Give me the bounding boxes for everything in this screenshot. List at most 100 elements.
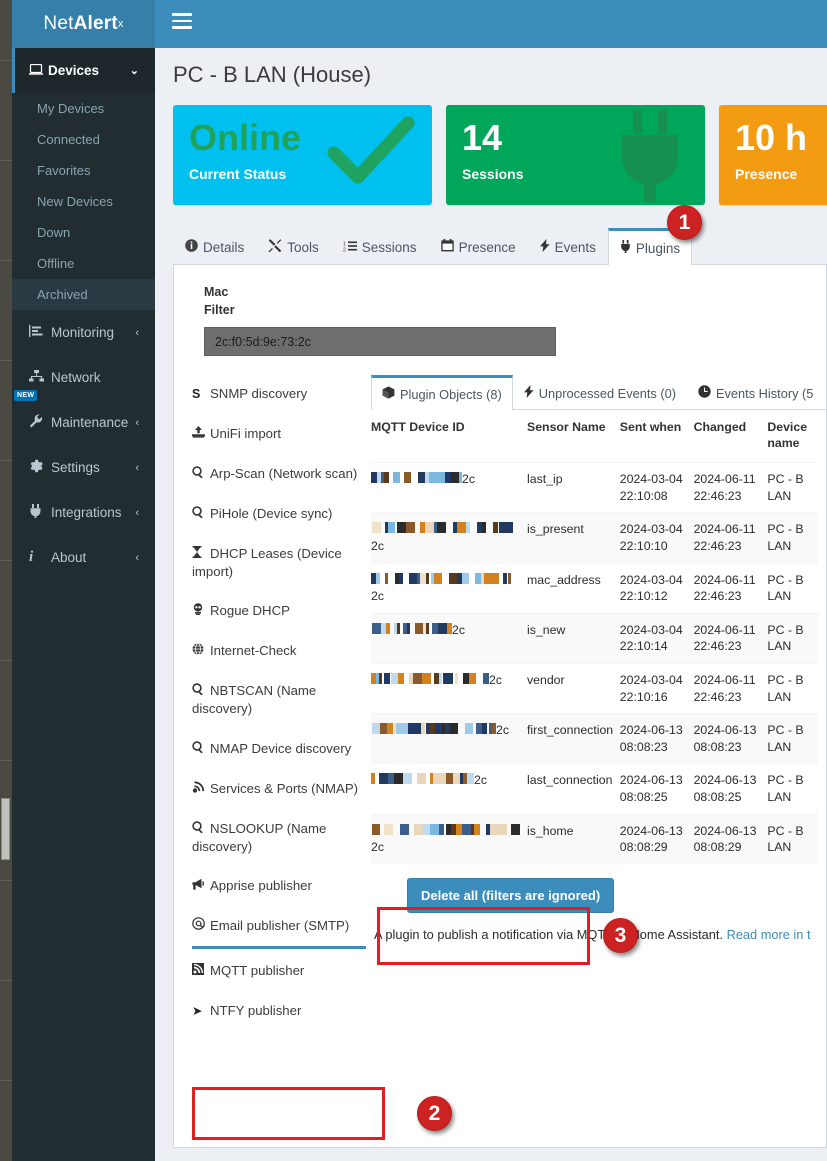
plugin-list: S SNMP discovery UniFi import Arp-Scan (N… bbox=[174, 374, 366, 1031]
sidebar-item-archived[interactable]: Archived bbox=[12, 279, 155, 310]
card-sessions[interactable]: 14 Sessions bbox=[446, 105, 705, 205]
sidebar-item-devices[interactable]: Devices ⌄ bbox=[12, 48, 155, 93]
cell-changed: 2024-06-11 22:46:23 bbox=[693, 562, 768, 614]
app-logo[interactable]: Net Alert x bbox=[12, 0, 155, 48]
plugin-objects-area: Plugin Objects (8) Unprocessed Events (0… bbox=[366, 374, 826, 1031]
redacted-device-id bbox=[371, 723, 496, 735]
device-id-suffix: 2c bbox=[474, 773, 487, 788]
chevron-left-icon: ‹ bbox=[135, 461, 139, 474]
card-presence[interactable]: 10 h Presence bbox=[719, 105, 827, 205]
arrow-icon: ➤ bbox=[192, 1003, 203, 1018]
chevron-down-icon: ⌄ bbox=[129, 65, 139, 77]
plugin-item-ntfy-publisher[interactable]: ➤ NTFY publisher bbox=[192, 991, 366, 1031]
tab-tools[interactable]: Tools bbox=[256, 228, 331, 265]
sidebar-item-settings[interactable]: Settings ‹ bbox=[12, 445, 155, 490]
scrollbar-thumb[interactable] bbox=[1, 798, 10, 860]
sidebar-item-offline[interactable]: Offline bbox=[12, 248, 155, 279]
plugin-item-nbtscan[interactable]: NBTSCAN (Name discovery) bbox=[192, 671, 366, 729]
plugin-item-email-publisher[interactable]: Email publisher (SMTP) bbox=[192, 906, 366, 946]
plugin-item-arp-scan[interactable]: Arp-Scan (Network scan) bbox=[192, 454, 366, 494]
sidebar-item-about[interactable]: i About ‹ bbox=[12, 535, 155, 580]
sidebar-item-devices-label: Devices bbox=[48, 63, 100, 78]
tab-plugin-objects[interactable]: Plugin Objects (8) bbox=[371, 375, 513, 411]
plugin-item-dhcp-leases[interactable]: DHCP Leases (Device import) bbox=[192, 534, 366, 592]
wrench-icon bbox=[29, 414, 51, 431]
sidebar-item-new-devices[interactable]: New Devices bbox=[12, 186, 155, 217]
tab-events[interactable]: Events bbox=[528, 228, 608, 265]
plugin-item-nmap-device-discovery[interactable]: NMAP Device discovery bbox=[192, 729, 366, 769]
cell-device-name: PC - B LAN bbox=[767, 713, 818, 764]
redacted-device-id bbox=[371, 773, 474, 785]
cell-sensor-name: mac_address bbox=[527, 562, 620, 614]
plugin-item-label: PiHole (Device sync) bbox=[210, 505, 333, 521]
chevron-left-icon: ‹ bbox=[135, 506, 139, 519]
mac-filter-label-line1: Mac bbox=[204, 285, 229, 299]
bolt-icon bbox=[523, 385, 534, 401]
table-row[interactable]: 2c mac_address 2024-03-04 22:10:12 2024-06-… bbox=[371, 562, 818, 614]
plugin-item-label: MQTT publisher bbox=[210, 963, 305, 979]
cell-sensor-name: is_present bbox=[527, 512, 620, 564]
table-row[interactable]: 2c is_present 2024-03-04 22:10:10 2024-06-1… bbox=[371, 512, 818, 564]
cell-changed: 2024-06-11 22:46:23 bbox=[693, 612, 768, 664]
cell-sent-when: 2024-06-13 08:08:25 bbox=[619, 763, 694, 815]
plugin-item-snmp-discovery[interactable]: S SNMP discovery bbox=[192, 374, 366, 414]
mac-filter-input[interactable]: 2c:f0:5d:9e:73:2c bbox=[204, 327, 556, 357]
sidebar-subitem-label: My Devices bbox=[37, 101, 105, 116]
tab-details[interactable]: Details bbox=[173, 228, 256, 265]
tab-presence[interactable]: Presence bbox=[429, 228, 528, 265]
tab-unprocessed-events[interactable]: Unprocessed Events (0) bbox=[513, 375, 687, 410]
table-row[interactable]: 2c is_home 2024-06-13 08:08:29 2024-06-13 0… bbox=[371, 813, 818, 864]
hamburger-icon[interactable] bbox=[172, 13, 194, 35]
plugin-item-label: Services & Ports (NMAP) bbox=[210, 780, 359, 796]
table-row[interactable]: 2c is_new 2024-03-04 22:10:14 2024-06-11 22… bbox=[371, 612, 818, 664]
browser-scrollbar[interactable] bbox=[0, 0, 12, 1161]
sidebar-item-monitoring[interactable]: Monitoring ‹ bbox=[12, 310, 155, 355]
redacted-device-id bbox=[371, 672, 489, 684]
svg-text:1: 1 bbox=[343, 241, 346, 247]
cell-device-name: PC - B LAN bbox=[767, 813, 818, 864]
read-more-link[interactable]: Read more in t bbox=[726, 926, 811, 942]
plugin-item-nslookup[interactable]: NSLOOKUP (Name discovery) bbox=[192, 809, 366, 867]
column-header-device-name[interactable]: Device name bbox=[767, 420, 808, 451]
sidebar-item-my-devices[interactable]: My Devices bbox=[12, 93, 155, 124]
sidebar-item-integrations[interactable]: Integrations ‹ bbox=[12, 490, 155, 535]
plugins-columns: S SNMP discovery UniFi import Arp-Scan (N… bbox=[174, 374, 826, 1031]
sidebar-item-down[interactable]: Down bbox=[12, 217, 155, 248]
sidebar-item-network[interactable]: Network bbox=[12, 355, 155, 400]
plugin-item-internet-check[interactable]: Internet-Check bbox=[192, 631, 366, 671]
calendar-icon bbox=[440, 239, 454, 255]
plugin-item-label: NSLOOKUP (Name discovery) bbox=[192, 820, 327, 854]
plugin-item-apprise-publisher[interactable]: Apprise publisher bbox=[192, 866, 366, 906]
plugin-item-services-ports[interactable]: Services & Ports (NMAP) bbox=[192, 769, 366, 809]
plugin-item-mqtt-publisher[interactable]: MQTT publisher bbox=[192, 946, 366, 991]
delete-all-button[interactable]: Delete all (filters are ignored) bbox=[407, 877, 615, 913]
cell-device-id: 2c bbox=[371, 462, 528, 513]
tab-events-label: Events bbox=[554, 239, 596, 255]
column-header-changed[interactable]: Changed bbox=[693, 420, 747, 435]
hourglass-icon bbox=[192, 545, 210, 563]
tab-events-history[interactable]: Events History (5 bbox=[687, 375, 824, 410]
card-label: Presence bbox=[735, 166, 798, 182]
table-row[interactable]: 2c first_connection 2024-06-13 08:08:23 202… bbox=[371, 713, 818, 764]
plugin-item-label: NMAP Device discovery bbox=[210, 740, 352, 756]
card-current-status[interactable]: Online Current Status bbox=[173, 105, 432, 205]
plugin-item-pihole[interactable]: PiHole (Device sync) bbox=[192, 494, 366, 534]
table-row[interactable]: 2c vendor 2024-03-04 22:10:16 2024-06-11 22… bbox=[371, 662, 818, 714]
sidebar-item-connected[interactable]: Connected bbox=[12, 124, 155, 155]
globe-icon bbox=[192, 643, 210, 660]
sidebar-item-favorites[interactable]: Favorites bbox=[12, 155, 155, 186]
table-row[interactable]: 2c last_connection 2024-06-13 08:08:25 2024… bbox=[371, 763, 818, 815]
bolt-icon bbox=[539, 239, 550, 255]
sidebar-item-maintenance[interactable]: NEW Maintenance ‹ bbox=[12, 390, 155, 445]
sitemap-icon bbox=[29, 370, 51, 385]
plugin-item-unifi-import[interactable]: UniFi import bbox=[192, 414, 366, 454]
card-value: 10 h bbox=[735, 117, 808, 158]
plugin-item-rogue-dhcp[interactable]: Rogue DHCP bbox=[192, 591, 366, 631]
column-header-sent-when[interactable]: Sent when bbox=[619, 420, 682, 435]
cell-device-name: PC - B LAN bbox=[767, 562, 818, 614]
column-header-sensor-name[interactable]: Sensor Name bbox=[527, 420, 606, 435]
column-header-device-id[interactable]: MQTT Device ID bbox=[371, 420, 465, 435]
table-row[interactable]: 2c last_ip 2024-03-04 22:10:08 2024-06-11 2… bbox=[371, 462, 818, 513]
